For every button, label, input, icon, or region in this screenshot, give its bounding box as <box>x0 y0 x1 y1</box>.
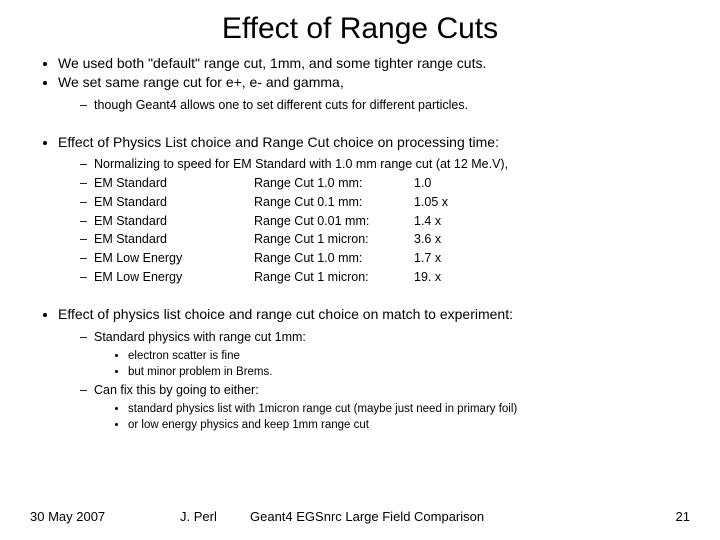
bullet-4-sub2-a: standard physics list with 1micron range… <box>128 401 690 417</box>
list-cell: EM Low Energy <box>94 249 254 268</box>
table-row: EM Standard Range Cut 1 micron: 3.6 x <box>80 230 690 249</box>
bullet-3-text: Effect of Physics List choice and Range … <box>58 134 499 150</box>
list-cell: EM Standard <box>94 174 254 193</box>
bullet-4-sub1-a: electron scatter is fine <box>128 348 690 364</box>
bullet-list: We used both "default" range cut, 1mm, a… <box>30 54 690 433</box>
bullet-3: Effect of Physics List choice and Range … <box>58 133 690 287</box>
bullet-2-sub1: though Geant4 allows one to set differen… <box>80 96 690 115</box>
bullet-3-sub0: Normalizing to speed for EM Standard wit… <box>80 155 690 174</box>
footer-date: 30 May 2007 <box>30 509 180 524</box>
val-cell: 1.0 <box>414 174 484 193</box>
cut-cell: Range Cut 1.0 mm: <box>254 249 414 268</box>
footer: 30 May 2007 J. Perl Geant4 EGSnrc Large … <box>0 509 720 524</box>
slide-title: Effect of Range Cuts <box>30 12 690 46</box>
bullet-4-sub1-text: Standard physics with range cut 1mm: <box>94 330 306 344</box>
footer-author: J. Perl <box>180 509 250 524</box>
slide: Effect of Range Cuts We used both "defau… <box>0 0 720 540</box>
cut-cell: Range Cut 1.0 mm: <box>254 174 414 193</box>
val-cell: 1.7 x <box>414 249 484 268</box>
bullet-2: We set same range cut for e+, e- and gam… <box>58 73 690 115</box>
table-row: EM Standard Range Cut 1.0 mm: 1.0 <box>80 174 690 193</box>
bullet-4-sub2-b: or low energy physics and keep 1mm range… <box>128 417 690 433</box>
table-row: EM Standard Range Cut 0.01 mm: 1.4 x <box>80 212 690 231</box>
bullet-4-text: Effect of physics list choice and range … <box>58 306 513 322</box>
table-row: EM Low Energy Range Cut 1 micron: 19. x <box>80 268 690 287</box>
val-cell: 1.05 x <box>414 193 484 212</box>
list-cell: EM Standard <box>94 193 254 212</box>
list-cell: EM Standard <box>94 230 254 249</box>
val-cell: 3.6 x <box>414 230 484 249</box>
bullet-4-sub2-text: Can fix this by going to either: <box>94 383 259 397</box>
val-cell: 1.4 x <box>414 212 484 231</box>
bullet-4-sub1-b: but minor problem in Brems. <box>128 364 690 380</box>
cut-cell: Range Cut 0.1 mm: <box>254 193 414 212</box>
footer-page: 21 <box>650 509 690 524</box>
bullet-4: Effect of physics list choice and range … <box>58 305 690 434</box>
table-row: EM Standard Range Cut 0.1 mm: 1.05 x <box>80 193 690 212</box>
list-cell: EM Standard <box>94 212 254 231</box>
bullet-4-sub1: Standard physics with range cut 1mm: ele… <box>80 328 690 381</box>
bullet-1: We used both "default" range cut, 1mm, a… <box>58 54 690 73</box>
list-cell: EM Low Energy <box>94 268 254 287</box>
table-row: EM Low Energy Range Cut 1.0 mm: 1.7 x <box>80 249 690 268</box>
cut-cell: Range Cut 1 micron: <box>254 230 414 249</box>
val-cell: 19. x <box>414 268 484 287</box>
cut-cell: Range Cut 1 micron: <box>254 268 414 287</box>
footer-title: Geant4 EGSnrc Large Field Comparison <box>250 509 650 524</box>
bullet-2-text: We set same range cut for e+, e- and gam… <box>58 74 344 90</box>
cut-cell: Range Cut 0.01 mm: <box>254 212 414 231</box>
bullet-4-sub2: Can fix this by going to either: standar… <box>80 381 690 434</box>
